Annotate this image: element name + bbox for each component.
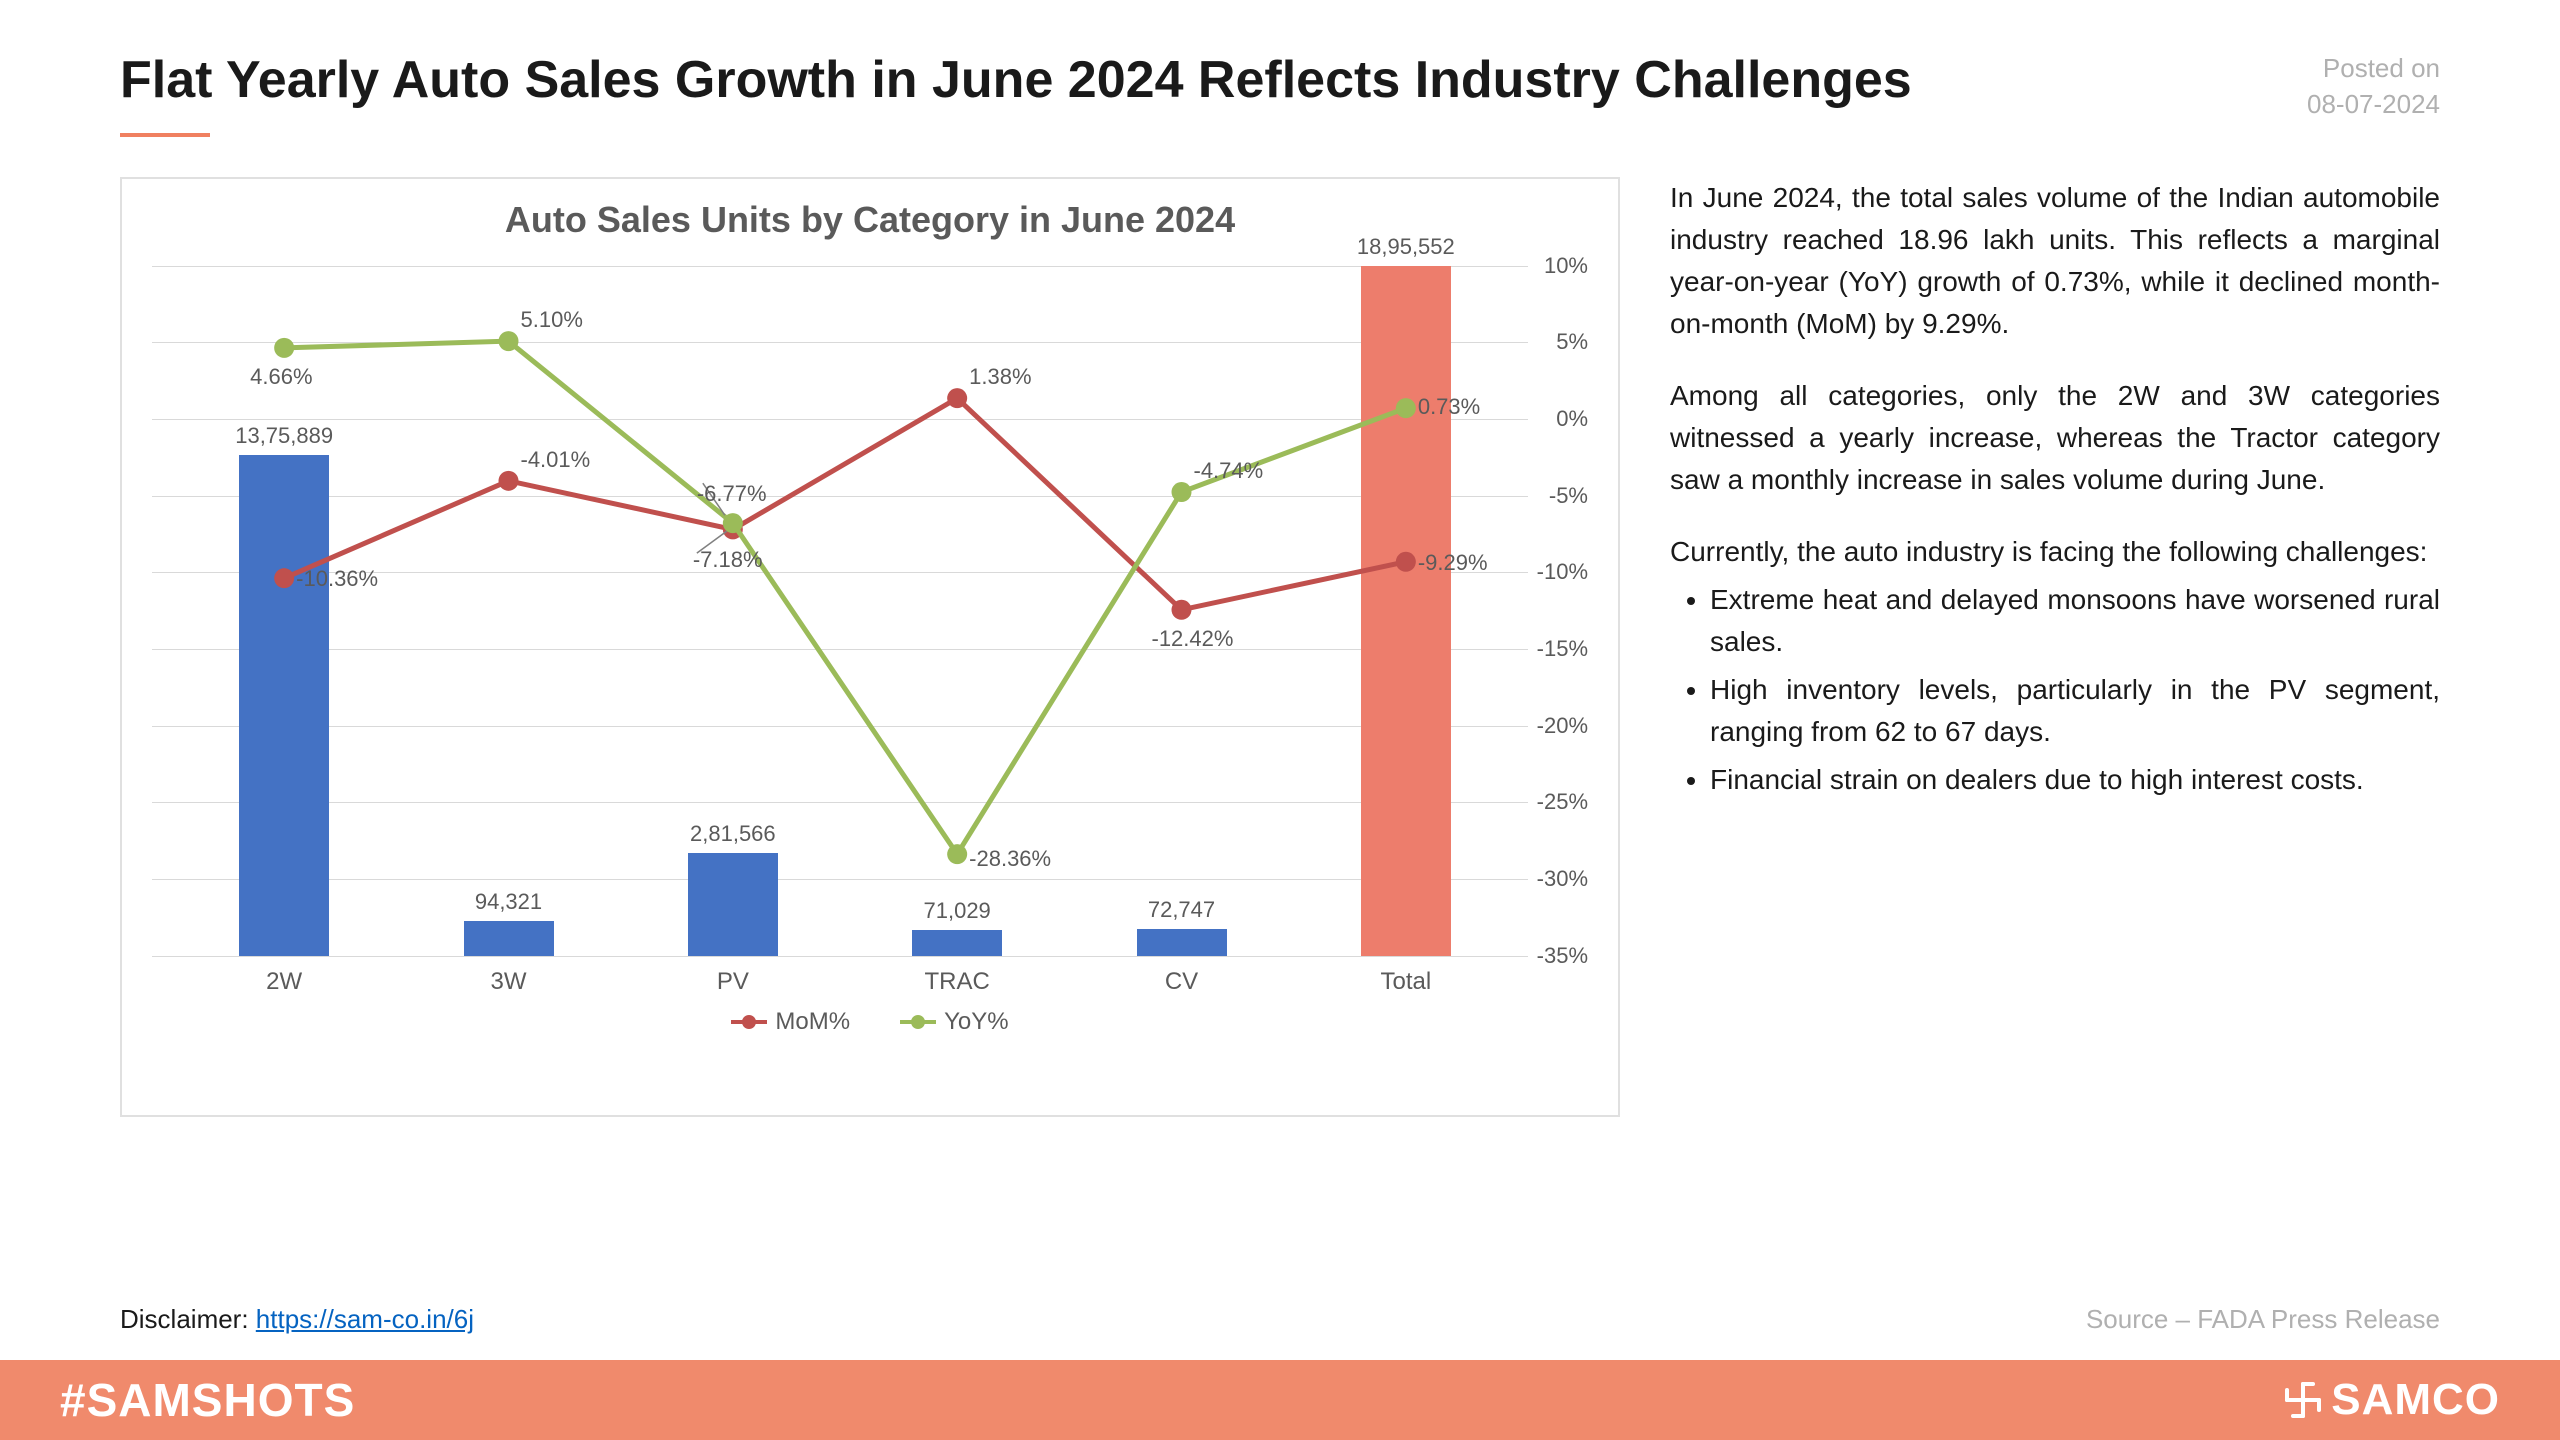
bar: [1137, 929, 1227, 955]
series-point-label: -12.42%: [1152, 626, 1234, 652]
grid-line: [152, 956, 1528, 957]
bar-value-label: 94,321: [475, 889, 542, 915]
y2-tick-label: -5%: [1549, 483, 1588, 509]
chart-container: Auto Sales Units by Category in June 202…: [120, 177, 1620, 1117]
series-point-label: 4.66%: [250, 364, 312, 390]
series-point-label: -7.18%: [693, 547, 763, 573]
disclaimer-link[interactable]: https://sam-co.in/6j: [256, 1304, 474, 1334]
bar: [464, 921, 554, 955]
grid-line: [152, 496, 1528, 497]
y2-tick-label: -25%: [1537, 789, 1588, 815]
bar-value-label: 13,75,889: [235, 423, 333, 449]
bar: [688, 853, 778, 955]
grid-line: [152, 419, 1528, 420]
bar-value-label: 2,81,566: [690, 821, 776, 847]
posted-meta: Posted on 08-07-2024: [2307, 50, 2440, 123]
series-point-label: -6.77%: [697, 481, 767, 507]
x-axis-label: TRAC: [924, 968, 989, 996]
footer-bar: #SAMSHOTS SAMCO: [0, 1360, 2560, 1440]
footer-hashtag: #SAMSHOTS: [60, 1373, 355, 1427]
bar: [239, 455, 329, 956]
challenge-item: High inventory levels, particularly in t…: [1710, 669, 2440, 753]
x-axis-label: 2W: [266, 968, 302, 996]
challenge-list: Extreme heat and delayed monsoons have w…: [1670, 579, 2440, 801]
series-point-label: 5.10%: [521, 307, 583, 333]
x-axis-label: CV: [1165, 968, 1198, 996]
challenge-item: Financial strain on dealers due to high …: [1710, 759, 2440, 801]
x-axis-label: PV: [717, 968, 749, 996]
paragraph-2: Among all categories, only the 2W and 3W…: [1670, 375, 2440, 501]
y2-tick-label: 10%: [1544, 253, 1588, 279]
legend-mom: MoM%: [731, 1008, 850, 1036]
legend-yoy: YoY%: [900, 1008, 1009, 1036]
series-point-label: 1.38%: [969, 364, 1031, 390]
x-axis-label: 3W: [491, 968, 527, 996]
page-title: Flat Yearly Auto Sales Growth in June 20…: [120, 50, 1912, 110]
y2-tick-label: -10%: [1537, 559, 1588, 585]
brand-text: SAMCO: [2331, 1375, 2500, 1425]
y2-tick-label: -30%: [1537, 866, 1588, 892]
bar-value-label: 18,95,552: [1357, 234, 1455, 260]
x-axis-label: Total: [1380, 968, 1431, 996]
series-point-label: -10.36%: [296, 566, 378, 592]
disclaimer-label: Disclaimer:: [120, 1304, 256, 1334]
series-point-label: 0.73%: [1418, 394, 1480, 420]
legend-mom-label: MoM%: [775, 1008, 850, 1036]
y2-tick-label: -35%: [1537, 943, 1588, 969]
body-text: In June 2024, the total sales volume of …: [1670, 177, 2440, 1117]
disclaimer: Disclaimer: https://sam-co.in/6j: [120, 1304, 474, 1335]
y2-tick-label: 5%: [1556, 329, 1588, 355]
series-point-label: -9.29%: [1418, 550, 1488, 576]
bar-value-label: 71,029: [924, 898, 991, 924]
grid-line: [152, 266, 1528, 267]
grid-line: [152, 649, 1528, 650]
bar: [912, 930, 1002, 956]
paragraph-3-intro: Currently, the auto industry is facing t…: [1670, 531, 2440, 573]
legend-yoy-label: YoY%: [944, 1008, 1009, 1036]
grid-line: [152, 879, 1528, 880]
grid-line: [152, 726, 1528, 727]
source-text: Source – FADA Press Release: [2086, 1304, 2440, 1335]
grid-line: [152, 802, 1528, 803]
y2-tick-label: -15%: [1537, 636, 1588, 662]
title-underline: [120, 133, 210, 137]
brand-icon: [2283, 1380, 2323, 1420]
posted-date: 08-07-2024: [2307, 86, 2440, 122]
chart-legend: MoM% YoY%: [152, 1008, 1588, 1036]
posted-label: Posted on: [2307, 50, 2440, 86]
paragraph-1: In June 2024, the total sales volume of …: [1670, 177, 2440, 345]
challenge-item: Extreme heat and delayed monsoons have w…: [1710, 579, 2440, 663]
series-point-label: -4.01%: [521, 447, 591, 473]
y2-tick-label: 0%: [1556, 406, 1588, 432]
footer-brand: SAMCO: [2283, 1375, 2500, 1425]
bar: [1361, 266, 1451, 956]
series-point-label: -28.36%: [969, 846, 1051, 872]
bar-value-label: 72,747: [1148, 897, 1215, 923]
grid-line: [152, 342, 1528, 343]
y2-tick-label: -20%: [1537, 713, 1588, 739]
series-point-label: -4.74%: [1194, 458, 1264, 484]
chart-plot: 10% 5% 0% -5% -10% -15% -20% -25% -30% -35% 13,75,…: [152, 256, 1588, 996]
